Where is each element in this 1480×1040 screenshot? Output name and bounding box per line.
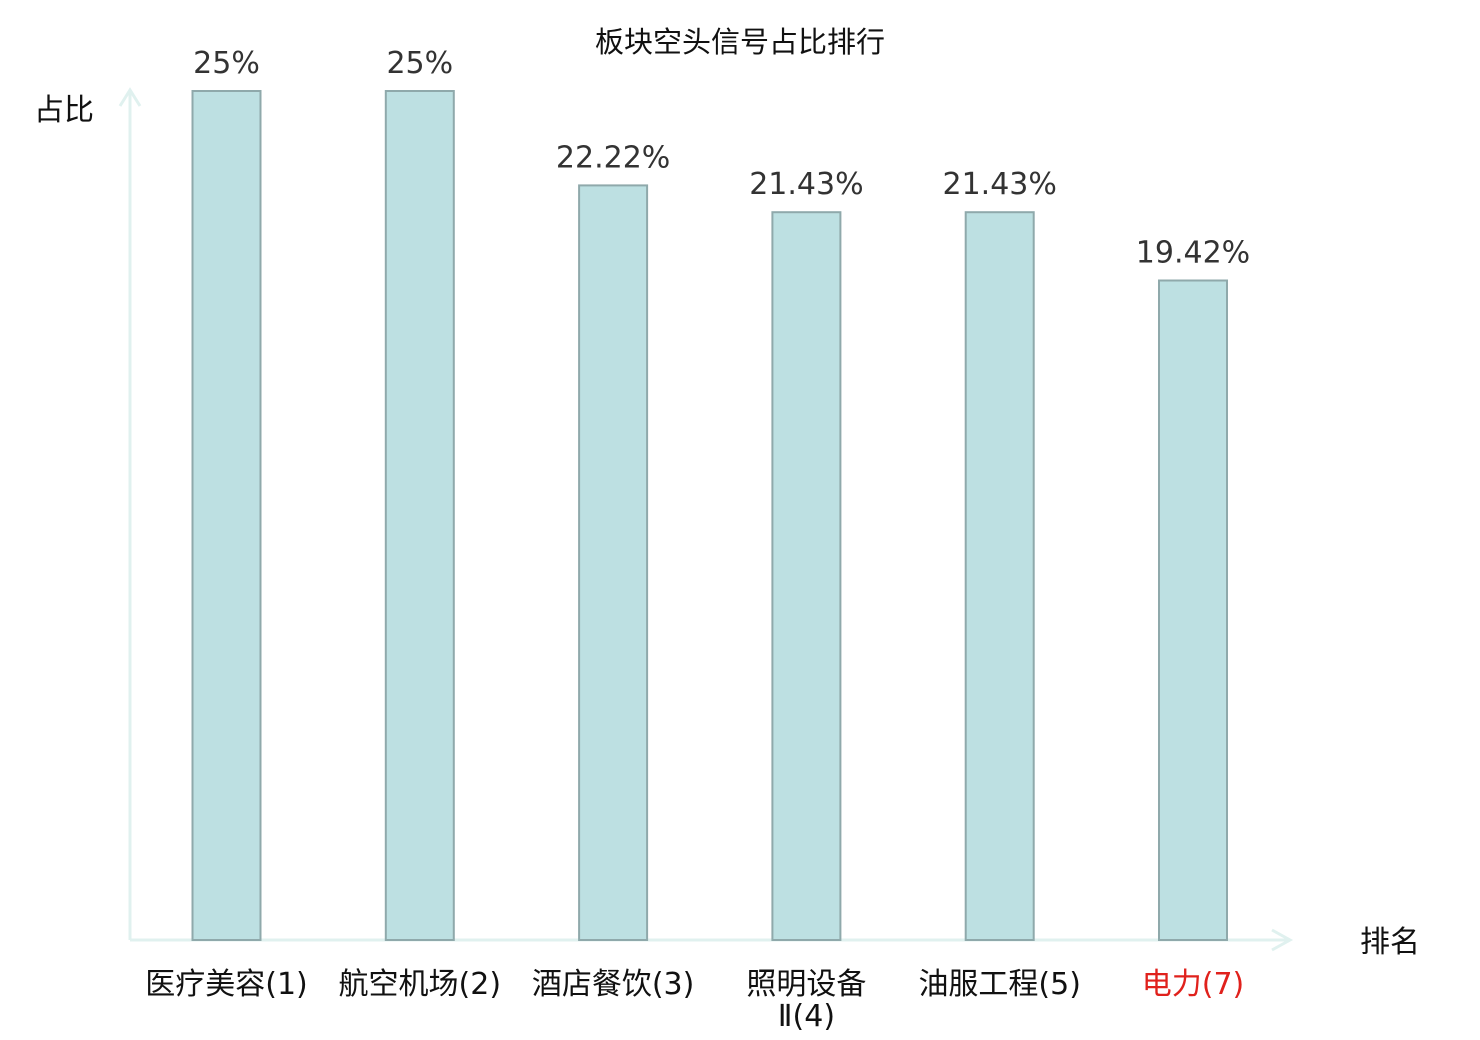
category-label-4: 照明设备 Ⅱ(4) bbox=[746, 967, 866, 1034]
category-label-2: 航空机场(2) bbox=[339, 967, 502, 1002]
y-axis-arrow-icon bbox=[118, 87, 142, 107]
axes bbox=[118, 87, 1294, 952]
category-label-5: 油服工程(5) bbox=[918, 967, 1081, 1002]
value-label-1: 25% bbox=[193, 46, 260, 81]
bar-4 bbox=[771, 211, 842, 941]
category-labels-group: 医疗美容(1) 航空机场(2) 酒店餐饮(3) 照明设备 Ⅱ(4) 油服工程(5) 电力(7… bbox=[145, 967, 1244, 1034]
bar-3 bbox=[578, 184, 649, 941]
bar-5 bbox=[964, 211, 1035, 941]
bar-6 bbox=[1158, 279, 1228, 941]
bar-2 bbox=[384, 90, 455, 941]
x-axis-arrow-icon bbox=[1271, 928, 1294, 952]
chart-title: 板块空头信号占比排行 bbox=[595, 25, 885, 59]
bar-1 bbox=[191, 90, 262, 941]
value-label-5: 21.43% bbox=[943, 167, 1057, 202]
value-label-3: 22.22% bbox=[556, 140, 670, 175]
value-labels-group: 25% 25% 22.22% 21.43% 21.43% 19.42% bbox=[193, 46, 1250, 271]
category-label-6: 电力(7) bbox=[1142, 967, 1245, 1002]
category-label-3: 酒店餐饮(3) bbox=[532, 967, 695, 1002]
category-label-1: 医疗美容(1) bbox=[145, 967, 308, 1002]
y-axis-label: 占比 bbox=[34, 93, 94, 128]
value-label-6: 19.42% bbox=[1136, 236, 1250, 271]
bars-group bbox=[191, 90, 1228, 941]
value-label-4: 21.43% bbox=[749, 167, 863, 202]
x-axis-label: 排名 bbox=[1360, 925, 1420, 960]
value-label-2: 25% bbox=[386, 46, 453, 81]
